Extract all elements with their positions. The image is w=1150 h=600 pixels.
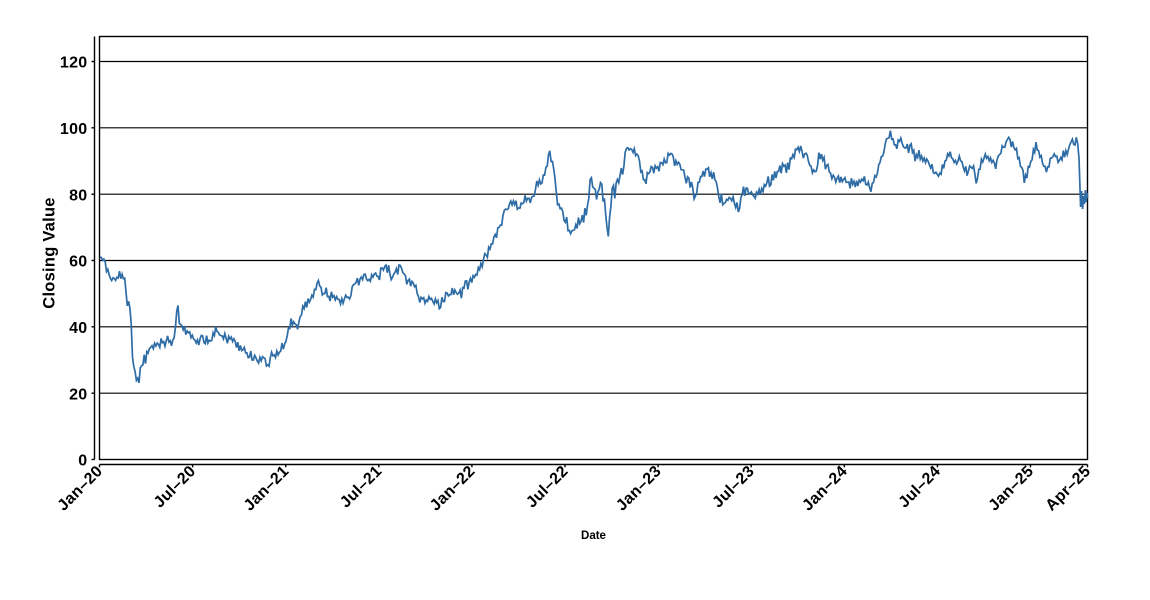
svg-text:Closing Value: Closing Value (41, 197, 59, 308)
svg-text:0: 0 (78, 453, 87, 470)
svg-text:20: 20 (69, 386, 87, 403)
svg-text:60: 60 (69, 254, 87, 271)
svg-text:100: 100 (60, 121, 88, 138)
svg-text:40: 40 (69, 320, 87, 337)
svg-text:Date: Date (581, 530, 606, 542)
svg-text:120: 120 (60, 55, 88, 72)
svg-text:80: 80 (69, 187, 87, 204)
